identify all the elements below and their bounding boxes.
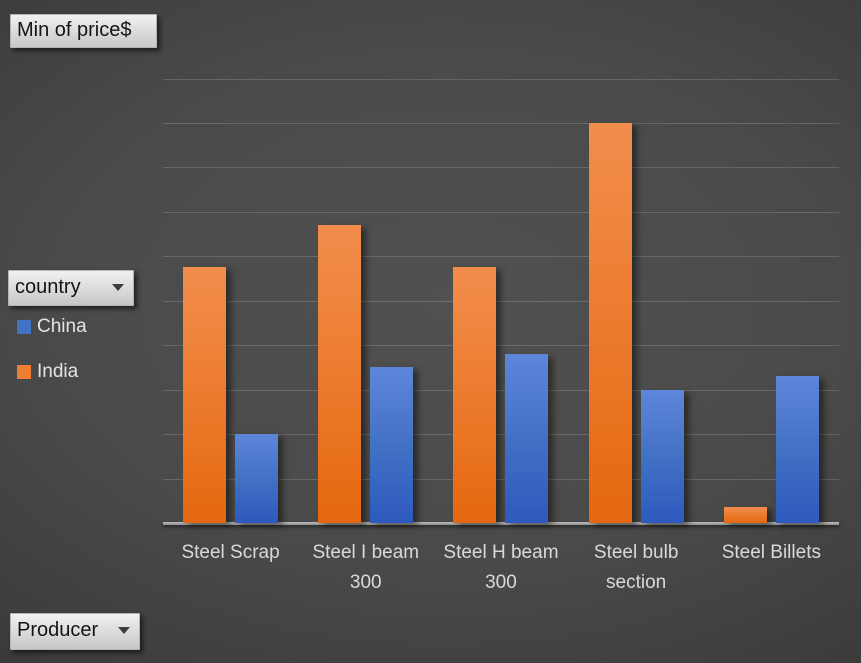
category-label-steel-h-beam-300: Steel H beam 300 [443, 542, 559, 594]
dropdown-arrow-icon [118, 627, 130, 634]
bar-groups [163, 56, 839, 523]
bar-india-steel-bulb-section[interactable] [588, 122, 632, 523]
gridline [163, 167, 839, 169]
legend-item-india[interactable]: India [17, 361, 87, 382]
bar-china-steel-i-beam-300[interactable] [370, 367, 414, 523]
legend-label-china: China [37, 316, 87, 337]
gridline [163, 256, 839, 258]
value-field-button[interactable]: Min of price$ [10, 14, 157, 48]
category-label-steel-scrap: Steel Scrap [181, 542, 280, 563]
bar-india-steel-i-beam-300[interactable] [318, 225, 362, 523]
plot-area [163, 56, 839, 525]
bar-group-steel-i-beam-300 [298, 56, 433, 523]
legend-item-china[interactable]: China [17, 316, 87, 337]
category-axis-labels: Steel Scrap Steel I beam 300 Steel H beam … [163, 538, 839, 598]
bar-china-steel-bulb-section[interactable] [640, 389, 684, 523]
gridline [163, 389, 839, 391]
legend-field-button[interactable]: country [8, 270, 134, 306]
axis-field-label: Producer [17, 619, 99, 641]
bar-group-steel-h-beam-300 [433, 56, 568, 523]
category-label-steel-bulb-section: Steel bulb section [593, 542, 679, 594]
gridline [163, 478, 839, 480]
legend-swatch-china-icon [17, 320, 31, 334]
gridline [163, 300, 839, 302]
category-label-steel-billets: Steel Billets [721, 542, 821, 563]
gridline [163, 211, 839, 213]
bar-china-steel-h-beam-300[interactable] [505, 354, 549, 523]
category-axis-line [163, 522, 839, 525]
category-label-steel-i-beam-300: Steel I beam 300 [312, 542, 420, 594]
gridline [163, 434, 839, 436]
value-field-label: Min of price$ [17, 18, 132, 41]
axis-field-button[interactable]: Producer [10, 613, 140, 650]
gridline [163, 78, 839, 80]
gridline [163, 122, 839, 124]
chart-legend: China India [17, 316, 87, 407]
legend-field-label: country [15, 275, 81, 298]
dropdown-arrow-icon [112, 283, 124, 291]
legend-label-india: India [37, 361, 79, 382]
bar-group-steel-scrap [163, 56, 298, 523]
gridline [163, 345, 839, 347]
bar-group-steel-billets [704, 56, 839, 523]
bar-china-steel-billets[interactable] [775, 376, 819, 523]
bar-india-steel-h-beam-300[interactable] [453, 267, 497, 523]
bar-india-steel-billets[interactable] [723, 507, 767, 523]
legend-swatch-india-icon [17, 365, 31, 379]
bar-india-steel-scrap[interactable] [183, 267, 227, 523]
bar-group-steel-bulb-section [569, 56, 704, 523]
bar-china-steel-scrap[interactable] [235, 434, 279, 523]
